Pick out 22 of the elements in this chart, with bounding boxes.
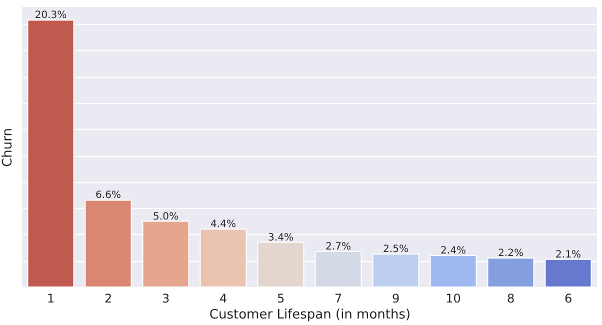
x-tick-label: 2 [104,292,112,306]
data-label: 20.3% [34,10,67,22]
x-tick-label: 8 [506,292,515,306]
data-label: 3.4% [268,232,294,244]
data-label: 2.5% [383,244,408,256]
y-axis-title: Churn [0,128,16,167]
x-tick-label: 9 [392,292,400,306]
x-tick-label: 3 [162,292,170,306]
x-tick-label: 1 [46,292,55,306]
x-tick-label: 7 [334,292,342,306]
data-label: 6.6% [96,190,121,202]
x-tick-label: 5 [276,292,285,306]
data-label: 4.4% [210,219,236,230]
x-tick-label: 4 [219,292,228,306]
data-label: 2.1% [556,249,581,260]
data-label: 2.7% [326,242,351,253]
x-axis-title: Customer Lifespan (in months) [209,308,411,322]
data-label: 5.0% [153,211,178,222]
data-label: 2.4% [440,245,466,256]
x-tick-label: 6 [564,292,572,306]
x-tick-label: 10 [446,292,461,306]
data-label: 2.2% [498,248,524,260]
